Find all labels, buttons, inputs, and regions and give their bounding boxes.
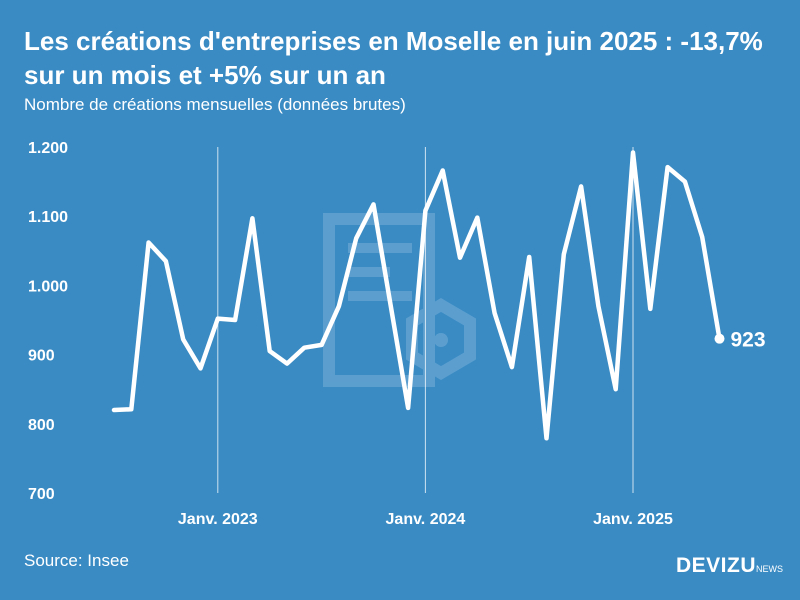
x-tick-label: Janv. 2024	[386, 511, 466, 528]
y-tick-label: 800	[28, 417, 55, 434]
logo-main: DEVIZU	[676, 554, 757, 577]
end-value-label: 923	[731, 329, 766, 352]
x-tick-label: Janv. 2025	[593, 511, 673, 528]
y-tick-label: 1.100	[28, 209, 68, 226]
y-tick-label: 700	[28, 486, 55, 503]
x-tick-label: Janv. 2023	[178, 511, 258, 528]
chart-subtitle: Nombre de créations mensuelles (données …	[24, 95, 406, 114]
series-line	[111, 150, 722, 441]
y-tick-label: 1.000	[28, 278, 68, 295]
source-note: Source: Insee	[24, 551, 129, 570]
logo-sub: NEWS	[756, 564, 784, 574]
y-tick-label: 1.200	[28, 140, 68, 157]
end-point-marker	[714, 333, 725, 344]
chart-title: Les créations d'entreprises en Moselle e…	[24, 26, 763, 90]
devizu-logo: DEVIZUNEWS	[676, 554, 783, 578]
y-tick-label: 900	[28, 348, 55, 365]
watermark-document-icon	[323, 213, 476, 387]
